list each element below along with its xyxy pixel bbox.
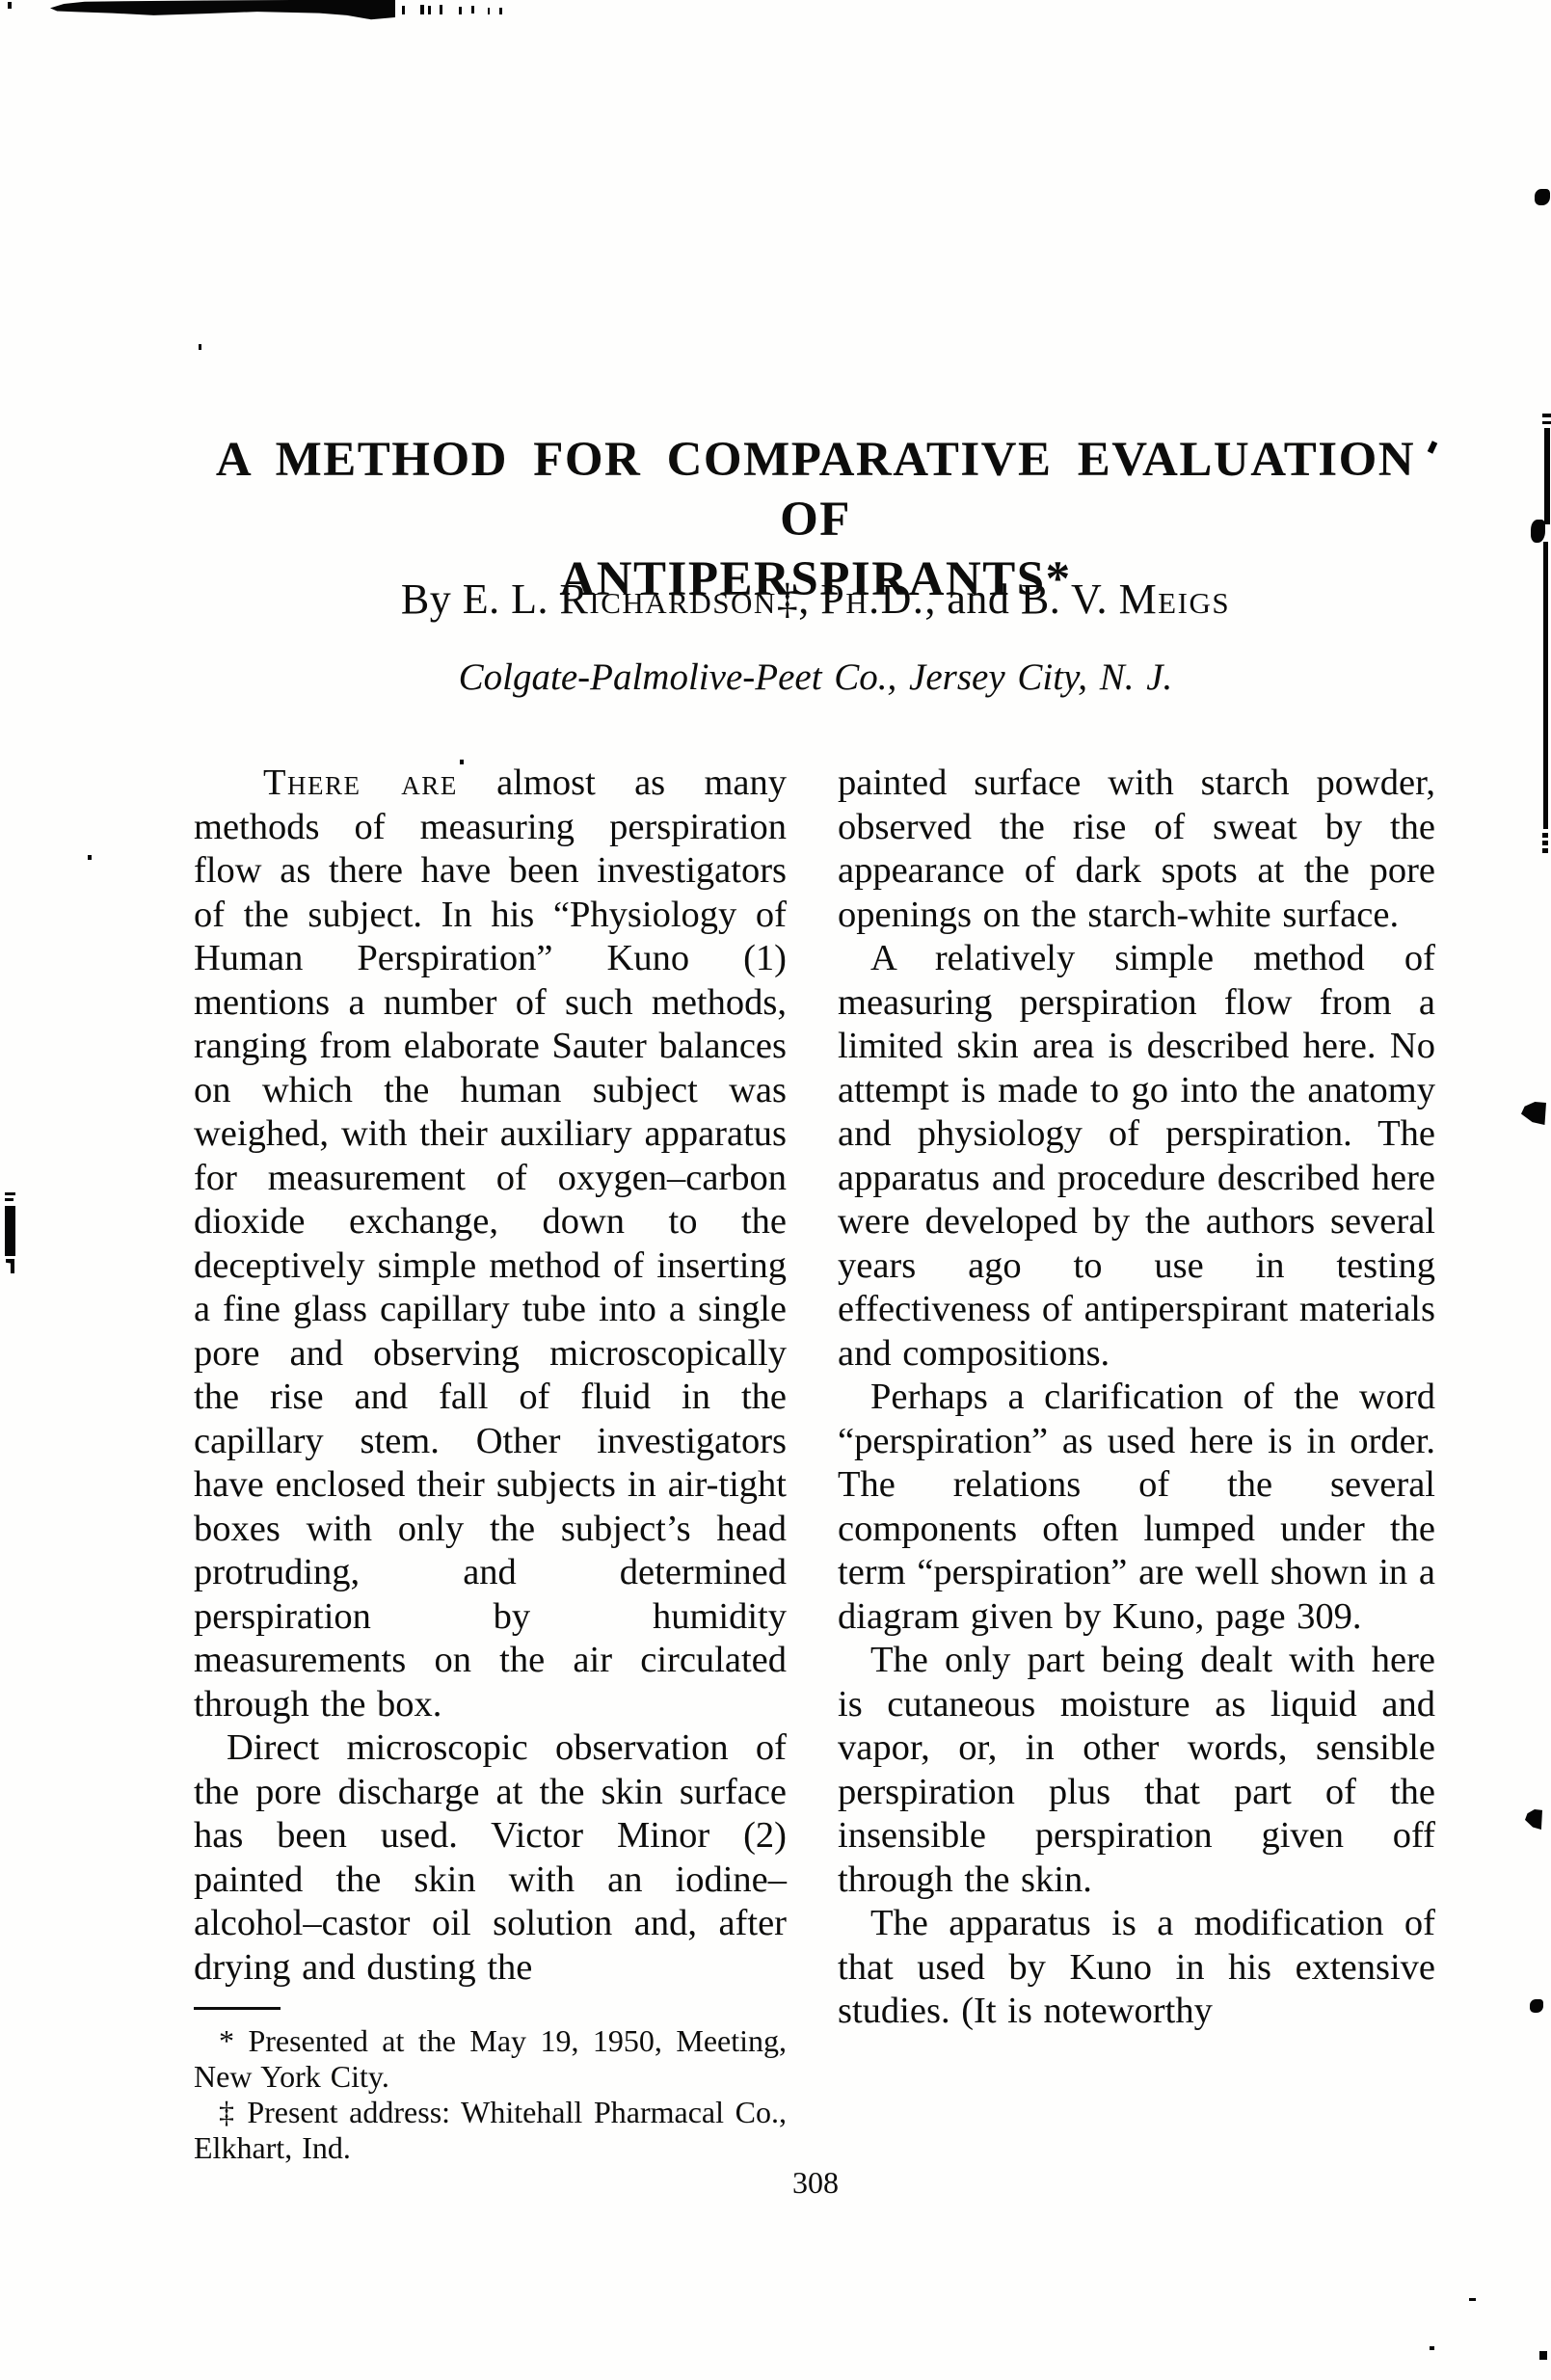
scan-artifact-blob	[1535, 189, 1550, 205]
scan-artifact-dash	[1469, 2298, 1476, 2301]
paragraph: The only part being dealt with here is c…	[838, 1640, 1435, 1900]
scan-artifact-speck	[6, 1259, 14, 1273]
author-name-richardson: Richardson	[559, 575, 777, 623]
scan-artifact-speck	[1430, 2346, 1434, 2350]
paragraph: painted surface with starch powder, obse…	[838, 762, 1435, 935]
scan-artifact-blob	[1521, 1102, 1546, 1125]
paragraph-text: almost as many methods of measuring pers…	[194, 762, 787, 1725]
scan-artifact-dash	[1542, 421, 1551, 424]
scan-artifact-dash	[5, 1198, 13, 1201]
paragraph: A relatively simple method of measuring …	[838, 938, 1435, 1374]
scan-artifact-dash	[5, 1192, 15, 1195]
scan-artifact-edge-bar	[5, 1206, 15, 1256]
byline-connector: , and B. V.	[924, 575, 1119, 623]
footnote: * Presented at the May 19, 1950, Meeting…	[194, 2023, 787, 2094]
scan-artifact-dot	[199, 344, 201, 350]
author-degree: Ph.D.	[820, 575, 925, 623]
double-dagger-mark: ‡	[776, 575, 799, 623]
byline-separator: ,	[798, 575, 821, 623]
scan-artifact-speck	[8, 2, 12, 9]
scan-artifact-dot	[460, 760, 464, 764]
author-name-meigs: Meigs	[1118, 575, 1231, 623]
paragraph: There are almost as many methods of meas…	[194, 762, 787, 1726]
page-number: 308	[792, 2165, 839, 2200]
scan-artifact-dot	[1542, 841, 1548, 845]
paper-title: A METHOD FOR COMPARATIVE EVALUATION OF A…	[193, 430, 1438, 609]
scan-artifact-tick	[488, 8, 490, 14]
footnote-block: * Presented at the May 19, 1950, Meeting…	[194, 2007, 787, 2166]
left-column: There are almost as many methods of meas…	[194, 762, 787, 2166]
paragraph: Perhaps a clarification of the word “per…	[838, 1377, 1435, 1637]
scan-artifact-tick	[459, 7, 462, 14]
scan-artifact-tick	[440, 5, 442, 14]
scan-artifact-edge-bar	[1543, 542, 1548, 829]
scan-artifact-dot	[1542, 833, 1548, 838]
paragraph: Direct microscopic observation of the po…	[194, 1727, 787, 1988]
right-column: painted surface with starch powder, obse…	[838, 762, 1435, 2034]
paper-title-line-2: ANTIPERSPIRANTS*	[559, 552, 1072, 606]
footnote-rule	[194, 2007, 281, 2010]
scan-artifact-tick	[471, 6, 474, 13]
scan-artifact-blob	[1530, 1999, 1543, 2013]
paragraph-lead: There are	[263, 762, 458, 803]
paragraph: The apparatus is a modification of that …	[838, 1903, 1435, 2031]
scan-artifact-edge-bar	[1544, 428, 1550, 524]
byline-prefix: By E. L.	[400, 575, 560, 623]
scan-artifact-speck	[1539, 2351, 1547, 2360]
scan-artifact-dot	[88, 855, 92, 860]
scan-artifact-tick	[428, 6, 431, 14]
scan-artifact-top-bar	[50, 0, 395, 20]
footnote: ‡ Present address: Whitehall Pharmacal C…	[194, 2095, 787, 2165]
scan-artifact-tick	[420, 5, 424, 14]
paper-title-line-1: A METHOD FOR COMPARATIVE EVALUATION OF	[215, 433, 1416, 547]
scan-artifact-dot	[1542, 848, 1548, 853]
scan-artifact-tick	[402, 6, 405, 14]
byline: By E. L. Richardson‡, Ph.D., and B. V. M…	[193, 575, 1438, 624]
scan-artifact-blob	[1531, 520, 1545, 543]
scan-artifact-blob	[1525, 1809, 1542, 1830]
affiliation: Colgate-Palmolive-Peet Co., Jersey City,…	[458, 656, 1173, 698]
scan-artifact-dash	[1542, 414, 1551, 417]
scan-artifact-tick	[499, 8, 502, 14]
